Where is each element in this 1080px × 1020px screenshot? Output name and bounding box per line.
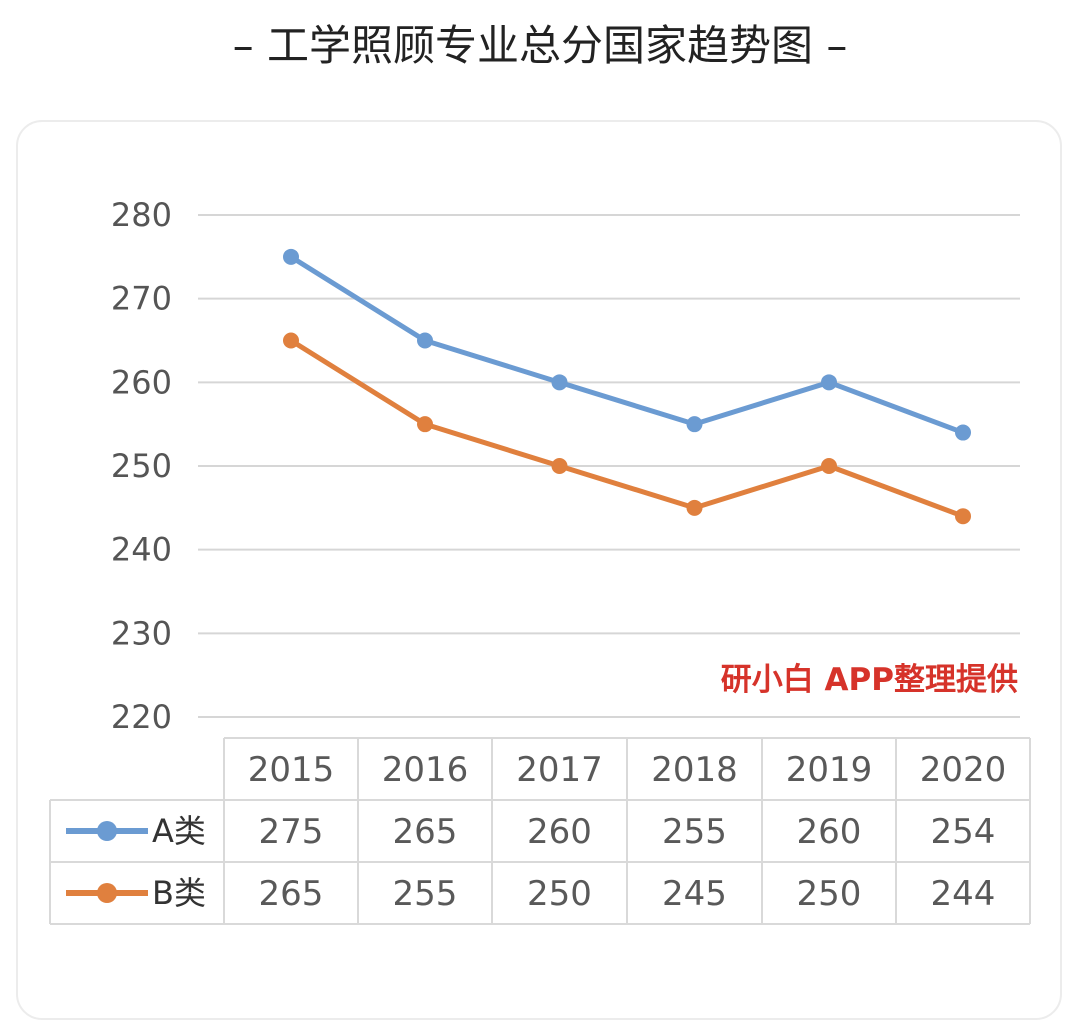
data-table-value: 260 bbox=[527, 812, 592, 852]
series-lines bbox=[289, 254, 964, 519]
data-point bbox=[283, 332, 299, 349]
data-table-value: 250 bbox=[797, 874, 862, 914]
legend-label: B类 bbox=[152, 874, 206, 912]
legend-marker bbox=[97, 821, 117, 841]
data-table-value: 244 bbox=[931, 874, 996, 914]
data-table-value: 250 bbox=[527, 874, 592, 914]
data-point bbox=[955, 424, 971, 441]
data-table-value: 254 bbox=[931, 812, 996, 852]
y-tick-label: 250 bbox=[111, 447, 172, 485]
x-tick-label: 2019 bbox=[786, 750, 873, 790]
y-tick-label: 270 bbox=[111, 280, 172, 318]
series-points bbox=[283, 248, 971, 525]
data-point bbox=[283, 248, 299, 265]
x-tick-label: 2017 bbox=[516, 750, 603, 790]
data-table-value: 255 bbox=[662, 812, 727, 852]
data-table-value: 245 bbox=[662, 874, 727, 914]
chart-card bbox=[16, 120, 1062, 1020]
page-title: – 工学照顾专业总分国家趋势图 – bbox=[232, 21, 848, 70]
data-point bbox=[551, 458, 568, 474]
data-table-value: 265 bbox=[393, 812, 458, 852]
x-tick-label: 2018 bbox=[651, 750, 738, 790]
data-point bbox=[686, 499, 703, 516]
data-table-value: 265 bbox=[259, 874, 324, 914]
x-tick-label: 2015 bbox=[248, 750, 335, 790]
data-table: 2015 2016 2017 2018 2019 2020 A类 275 265 260 255 26… bbox=[49, 737, 1031, 925]
data-table-value: 275 bbox=[259, 812, 324, 852]
y-tick-label: 240 bbox=[111, 531, 172, 569]
series-line bbox=[289, 254, 964, 435]
y-tick-label: 260 bbox=[111, 363, 172, 401]
legend-marker bbox=[97, 883, 117, 903]
watermark-text: 研小白 APP整理提供 bbox=[721, 662, 1018, 698]
y-tick-label: 230 bbox=[111, 614, 172, 652]
data-table-value: 260 bbox=[797, 812, 862, 852]
data-point bbox=[821, 458, 837, 474]
data-point bbox=[955, 508, 971, 525]
data-point bbox=[417, 332, 433, 349]
x-tick-label: 2020 bbox=[920, 750, 1007, 790]
y-axis-ticks: 220 230 240 250 260 270 280 bbox=[111, 196, 172, 736]
x-tick-label: 2016 bbox=[382, 750, 469, 790]
legend-label: A类 bbox=[152, 812, 206, 850]
data-point bbox=[821, 374, 837, 391]
data-point bbox=[417, 416, 433, 433]
y-tick-label: 220 bbox=[111, 698, 172, 736]
y-tick-label: 280 bbox=[111, 196, 172, 234]
data-point bbox=[551, 374, 568, 391]
data-table-value: 255 bbox=[393, 874, 458, 914]
gridlines bbox=[198, 214, 1020, 718]
series-line bbox=[289, 338, 964, 519]
data-point bbox=[686, 416, 703, 433]
